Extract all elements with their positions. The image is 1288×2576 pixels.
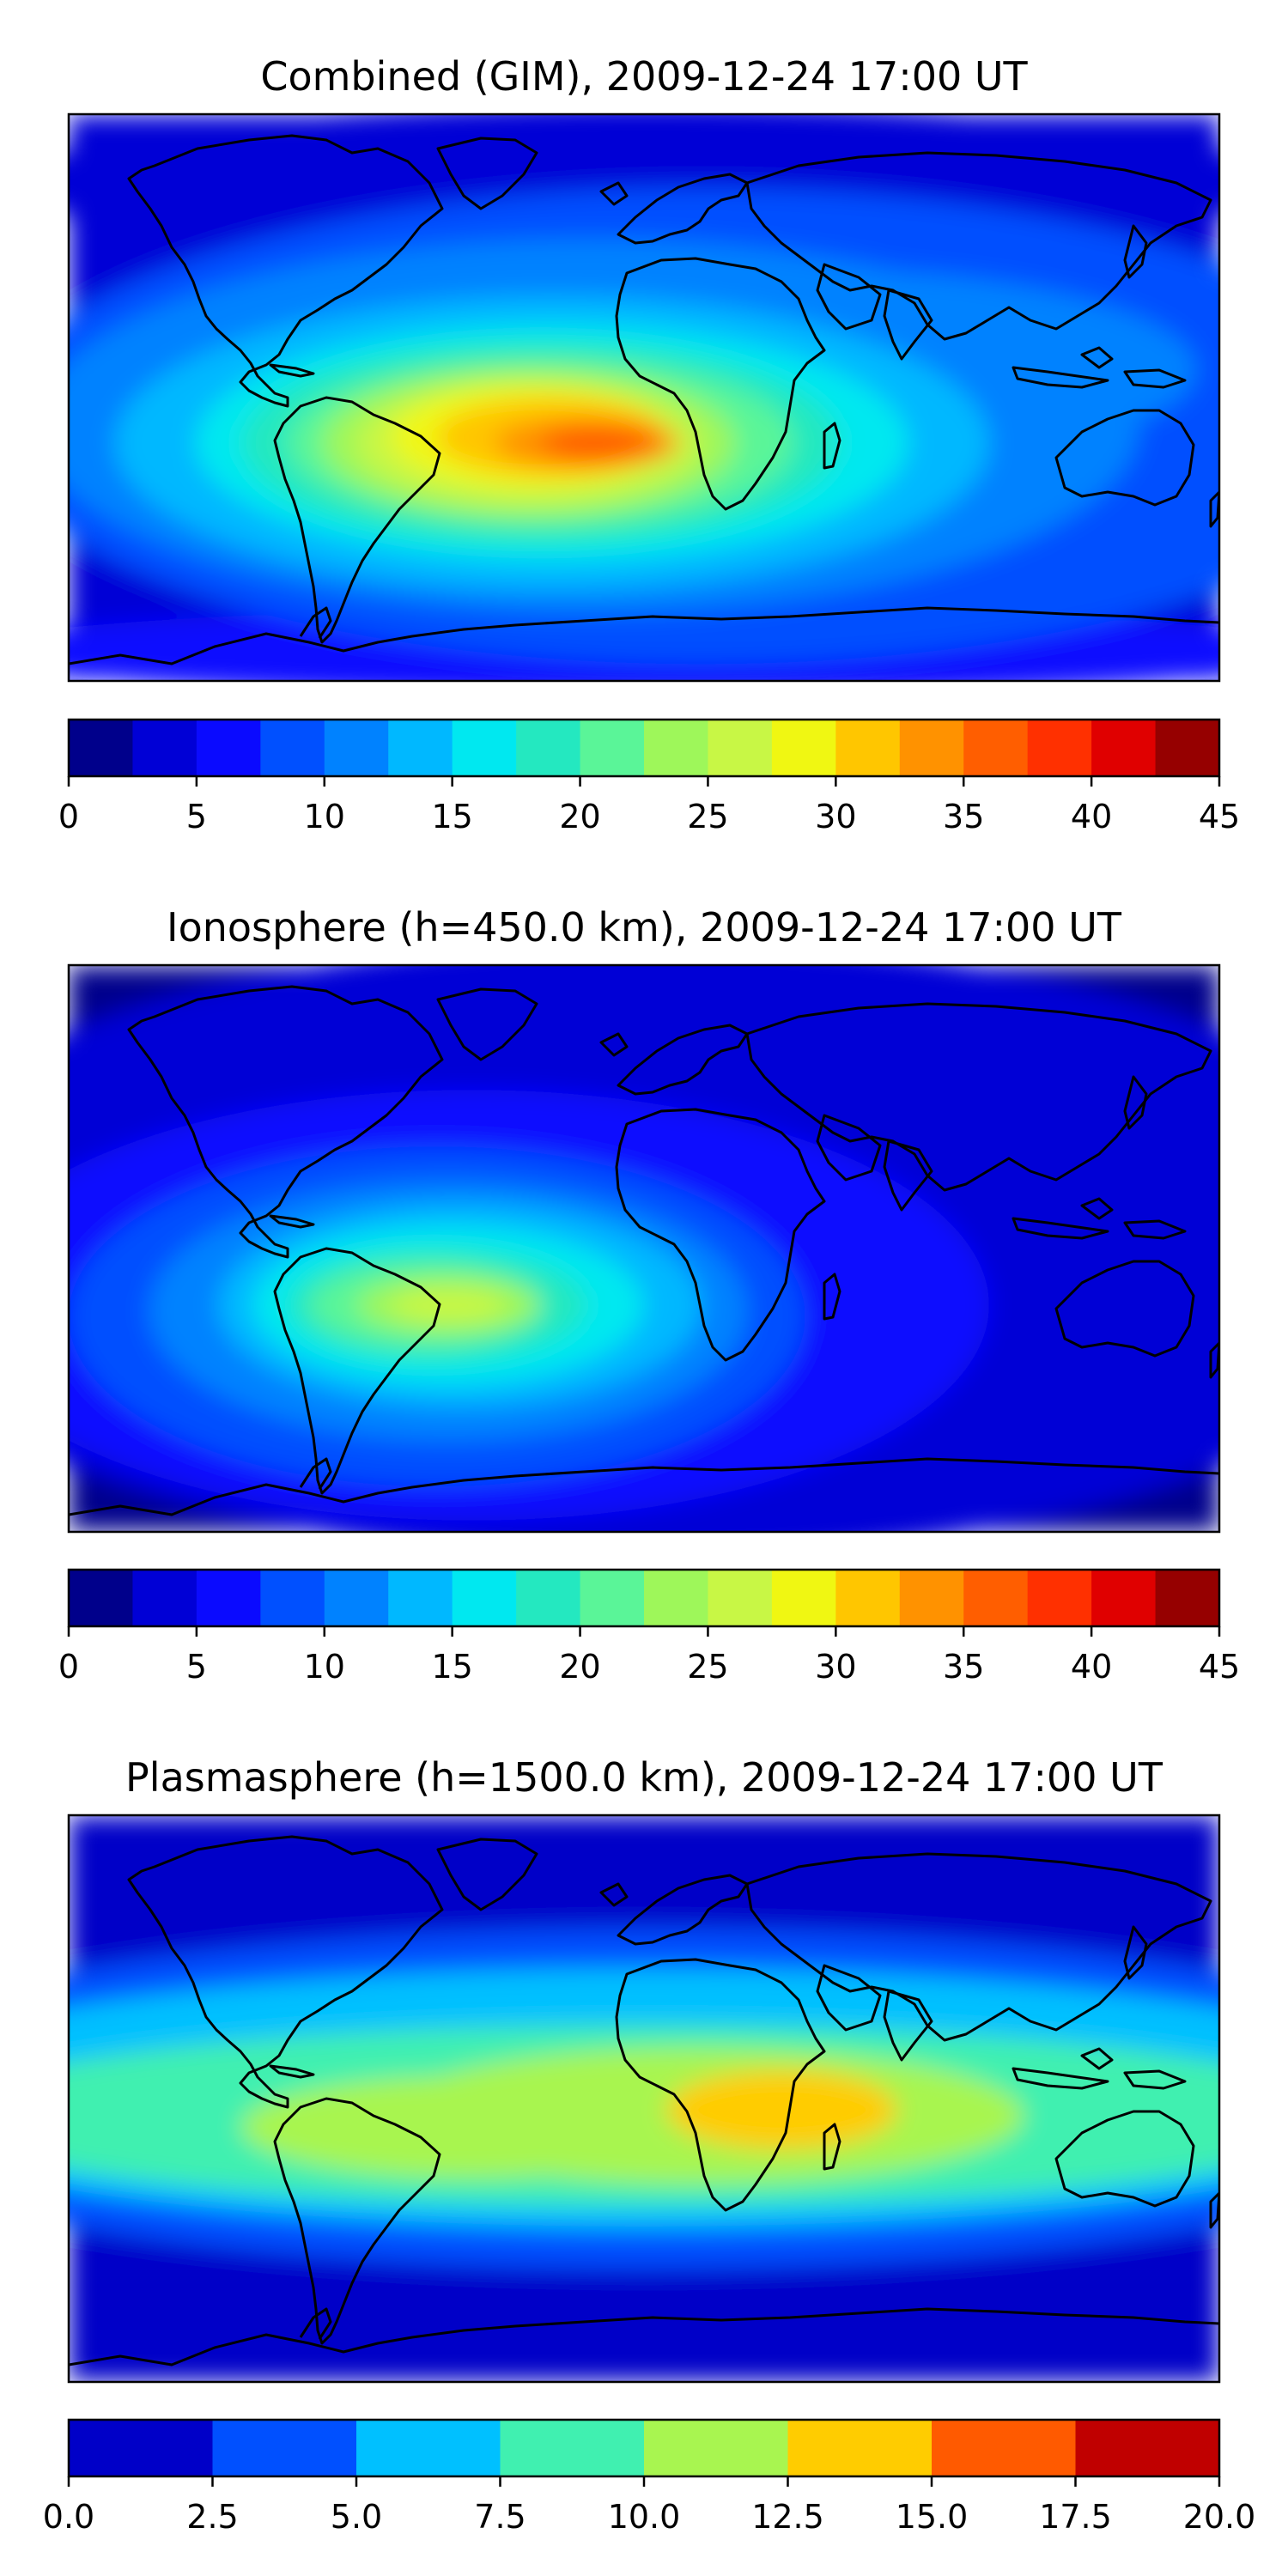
colorbar-segment xyxy=(1091,1570,1157,1626)
colorbar-tick-label: 0.0 xyxy=(43,2498,94,2536)
colorbar-segment xyxy=(388,720,453,776)
colorbar-segment xyxy=(500,2420,645,2476)
colorbar-tick-label: 30 xyxy=(815,1648,856,1686)
colorbar-tick-label: 25 xyxy=(687,1648,728,1686)
colorbar-tick-label: 35 xyxy=(943,1648,984,1686)
colorbar-segment xyxy=(1027,1570,1092,1626)
colorbar-segment xyxy=(388,1570,453,1626)
colorbar-segment xyxy=(452,1570,517,1626)
colorbar-frame xyxy=(67,1568,1221,1628)
colorbar-tick-label: 45 xyxy=(1199,798,1240,835)
map-panel-combined xyxy=(69,114,1219,681)
colorbar-segment xyxy=(196,720,261,776)
colorbar-segment xyxy=(324,1570,389,1626)
colorbar-segment xyxy=(899,720,964,776)
colorbar-segment xyxy=(644,1570,708,1626)
colorbar-tick-label: 0 xyxy=(58,798,79,835)
colorbar-segment xyxy=(963,1570,1029,1626)
colorbar-segment xyxy=(212,2420,357,2476)
panel-title-combined: Combined (GIM), 2009-12-24 17:00 UT xyxy=(260,53,1028,100)
colorbar-tick-label: 15.0 xyxy=(896,2498,969,2536)
colorbar-segment xyxy=(932,2420,1076,2476)
panel-title-ionosphere: Ionosphere (h=450.0 km), 2009-12-24 17:0… xyxy=(167,904,1122,951)
colorbar-segment xyxy=(580,1570,645,1626)
map-frame xyxy=(67,1814,1221,2384)
colorbar-segment xyxy=(644,720,708,776)
colorbar-segment xyxy=(69,2420,213,2476)
colorbar-frame xyxy=(67,718,1221,778)
colorbar-tick-label: 5.0 xyxy=(331,2498,382,2536)
colorbar-segment xyxy=(69,720,133,776)
colorbar-segment xyxy=(324,720,389,776)
colorbar-tick-label: 0 xyxy=(58,1648,79,1686)
colorbar-tick-label: 10 xyxy=(304,798,345,835)
colorbar-segment xyxy=(771,1570,836,1626)
colorbar-segment xyxy=(835,720,901,776)
colorbar-plasmasphere: 0.0 2.5 5.0 7.5 10.0 12.5 15.0 17.5 20.0 xyxy=(43,2418,1256,2536)
map-panel-ionosphere xyxy=(69,965,1219,1532)
colorbar-tick-label: 15 xyxy=(431,798,472,835)
colorbar-tick-label: 10.0 xyxy=(608,2498,681,2536)
map-frame xyxy=(67,963,1221,1534)
colorbar-tick-label: 12.5 xyxy=(751,2498,824,2536)
colorbar-tick-label: 20.0 xyxy=(1183,2498,1256,2536)
colorbar-tick-label: 5 xyxy=(186,1648,207,1686)
colorbar-segment xyxy=(1155,720,1220,776)
colorbar-segment xyxy=(132,1570,197,1626)
colorbar-segment xyxy=(580,720,645,776)
panel-title-plasmasphere: Plasmasphere (h=1500.0 km), 2009-12-24 1… xyxy=(125,1754,1163,1801)
field-contour xyxy=(666,2070,897,2150)
colorbar-segment xyxy=(1027,720,1092,776)
colorbar-segment xyxy=(356,2420,501,2476)
field-contour xyxy=(391,1288,507,1322)
colorbar-segment xyxy=(835,1570,901,1626)
colorbar-segment xyxy=(963,720,1029,776)
colorbar-segment xyxy=(69,1570,133,1626)
field-contour xyxy=(540,426,656,460)
colorbar-tick-label: 35 xyxy=(943,798,984,835)
colorbar-tick-label: 5 xyxy=(186,798,207,835)
colorbar-segment xyxy=(452,720,517,776)
colorbar-segment xyxy=(196,1570,261,1626)
colorbar-tick-label: 45 xyxy=(1199,1648,1240,1686)
colorbar-ionosphere: 0 5 10 15 20 25 30 35 40 45 xyxy=(58,1568,1240,1686)
colorbar-tick-label: 25 xyxy=(687,798,728,835)
colorbar-segment xyxy=(644,2420,788,2476)
colorbar-segment xyxy=(771,720,836,776)
map-panel-plasmasphere xyxy=(69,1815,1219,2382)
colorbar-segment xyxy=(899,1570,964,1626)
colorbar-segment xyxy=(1075,2420,1220,2476)
colorbar-segment xyxy=(260,720,325,776)
colorbar-segment xyxy=(1091,720,1157,776)
colorbar-segment xyxy=(132,720,197,776)
colorbar-segment xyxy=(516,720,581,776)
colorbar-tick-label: 20 xyxy=(559,1648,600,1686)
colorbar-segment xyxy=(787,2420,933,2476)
colorbar-tick-label: 2.5 xyxy=(186,2498,238,2536)
colorbar-tick-label: 30 xyxy=(815,798,856,835)
colorbar-tick-label: 20 xyxy=(559,798,600,835)
colorbar-segment xyxy=(708,720,773,776)
colorbar-tick-label: 17.5 xyxy=(1039,2498,1112,2536)
colorbar-tick-label: 40 xyxy=(1071,1648,1112,1686)
colorbar-tick-label: 10 xyxy=(304,1648,345,1686)
colorbar-segment xyxy=(1155,1570,1220,1626)
colorbar-tick-label: 7.5 xyxy=(474,2498,526,2536)
colorbar-segment xyxy=(516,1570,581,1626)
colorbar-segment xyxy=(260,1570,325,1626)
colorbar-tick-label: 15 xyxy=(431,1648,472,1686)
map-frame xyxy=(67,112,1221,683)
colorbar-combined: 0 5 10 15 20 25 30 35 40 45 xyxy=(58,718,1240,835)
colorbar-segment xyxy=(708,1570,773,1626)
colorbar-tick-label: 40 xyxy=(1071,798,1112,835)
